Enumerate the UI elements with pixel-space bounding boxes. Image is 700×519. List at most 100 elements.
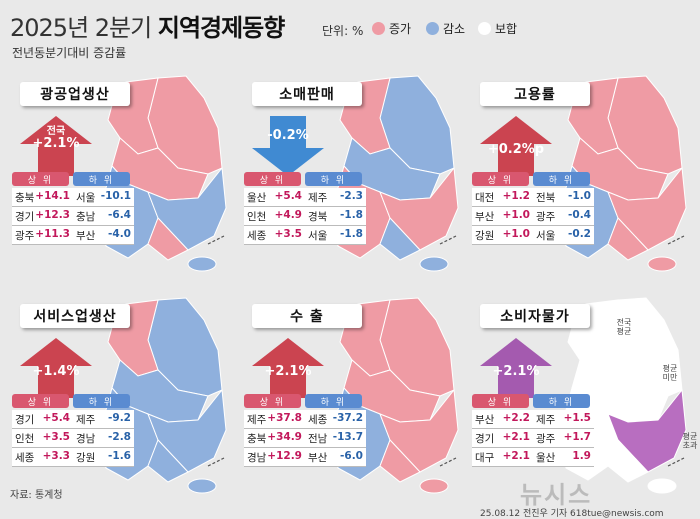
top-region: 세종 xyxy=(15,451,35,464)
bottom-region: 광주 xyxy=(536,210,556,223)
bottom-header: 하 위 xyxy=(305,394,362,408)
table-row: 충북 +14.1 서울 -10.1 xyxy=(12,188,134,207)
top-cell: 세종 +3.5 xyxy=(244,228,305,243)
table-row: 세종 +3.5 서울 -1.8 xyxy=(244,226,366,245)
down-arrow-icon xyxy=(252,116,324,176)
top-region: 광주 xyxy=(15,229,35,242)
top-value: +2.1 xyxy=(502,449,530,462)
top-value: +2.2 xyxy=(502,411,530,424)
map-jeju-divider xyxy=(667,235,685,245)
map-region-jeju xyxy=(419,478,449,494)
table-row: 경기 +12.3 충남 -6.4 xyxy=(12,207,134,226)
change-arrow: -0.2% xyxy=(252,116,324,180)
arrow-value: +2.1% xyxy=(492,364,540,379)
top-region: 제주 xyxy=(247,413,267,426)
source-note: 자료: 통계청 xyxy=(10,490,63,501)
top-value: +34.9 xyxy=(267,430,302,443)
top-cell: 강원 +1.0 xyxy=(472,228,533,243)
map-jeju-divider xyxy=(439,235,457,245)
bottom-region: 부산 xyxy=(76,229,96,242)
bottom-value: -13.7 xyxy=(332,430,363,443)
change-arrow: +2.1% xyxy=(480,338,552,402)
table-row: 울산 +5.4 제주 -2.3 xyxy=(244,188,366,207)
top-region: 대전 xyxy=(475,191,495,204)
bottom-cell: 전북 -1.0 xyxy=(533,190,594,205)
top-region: 강원 xyxy=(475,229,495,242)
map-jeju-divider xyxy=(207,235,225,245)
top-cell: 대구 +2.1 xyxy=(472,450,533,465)
bottom-header: 하 위 xyxy=(73,172,130,186)
bottom-value: -2.8 xyxy=(108,430,131,443)
bottom-cell: 울산 1.9 xyxy=(533,450,594,465)
table-row: 세종 +3.3 강원 -1.6 xyxy=(12,448,134,467)
bottom-region: 울산 xyxy=(536,451,556,464)
arrow-value: +2.1% xyxy=(264,364,312,379)
table-row: 충북 +34.9 전남 -13.7 xyxy=(244,429,366,448)
top-region: 부산 xyxy=(475,413,495,426)
top-region: 경기 xyxy=(15,413,35,426)
map-region-jeju xyxy=(647,478,677,494)
cpi-note: 평균 미만 xyxy=(662,364,678,382)
top-value: +3.5 xyxy=(274,227,302,240)
bottom-cell: 부산 -4.0 xyxy=(73,228,134,243)
map-region-south xyxy=(379,439,421,483)
bottom-value: -1.8 xyxy=(340,227,363,240)
bottom-region: 서울 xyxy=(308,229,328,242)
top-value: +37.8 xyxy=(267,411,302,424)
legend-decrease: 감소 xyxy=(426,20,465,37)
change-arrow: +2.1% xyxy=(252,338,324,402)
map-region-south xyxy=(607,439,649,483)
up-arrow-icon xyxy=(480,116,552,176)
bottom-value: -37.2 xyxy=(332,411,363,424)
table-row: 인천 +3.5 경남 -2.8 xyxy=(12,429,134,448)
panel-mining: 광공업생산 전국 +2.1% 상 위 하 위 충북 +14.1 서울 -10.1 경기… xyxy=(8,68,230,286)
change-arrow: 전국 +2.1% xyxy=(20,116,92,180)
top-region: 충북 xyxy=(247,432,267,445)
arrow-value: +2.1% xyxy=(32,136,80,151)
rank-table: 상 위 하 위 경기 +5.4 제주 -9.2 인천 +3.5 경남 -2.8 세종 +3.… xyxy=(12,394,134,467)
top-header: 상 위 xyxy=(472,394,529,408)
up-arrow-icon xyxy=(20,338,92,398)
table-row: 제주 +37.8 세종 -37.2 xyxy=(244,410,366,429)
table-row: 인천 +4.9 경북 -1.8 xyxy=(244,207,366,226)
bottom-cell: 부산 -6.0 xyxy=(305,450,366,465)
top-region: 울산 xyxy=(247,191,267,204)
panel-exports: 수 출 +2.1% 상 위 하 위 제주 +37.8 세종 -37.2 충북 +34.9… xyxy=(240,290,462,508)
top-region: 충북 xyxy=(15,191,35,204)
bottom-value: +1.5 xyxy=(563,411,591,424)
increase-swatch xyxy=(372,22,385,35)
bottom-value: +1.7 xyxy=(563,430,591,443)
map-jeju-divider xyxy=(207,457,225,467)
table-row: 대전 +1.2 전북 -1.0 xyxy=(472,188,594,207)
top-region: 세종 xyxy=(247,229,267,242)
cpi-note: 전국 평균 xyxy=(616,318,632,336)
map-jeju-divider xyxy=(439,457,457,467)
top-cell: 경기 +2.1 xyxy=(472,431,533,446)
top-value: +1.0 xyxy=(502,208,530,221)
map-jeju-divider xyxy=(667,457,685,467)
bottom-value: -4.0 xyxy=(108,227,131,240)
top-cell: 부산 +1.0 xyxy=(472,209,533,224)
map-region-jeju xyxy=(419,256,449,272)
table-row: 부산 +2.2 제주 +1.5 xyxy=(472,410,594,429)
bottom-value: -6.4 xyxy=(108,208,131,221)
top-value: +2.1 xyxy=(502,430,530,443)
bottom-region: 제주 xyxy=(308,191,328,204)
top-value: +12.3 xyxy=(35,208,70,221)
top-region: 경기 xyxy=(15,210,35,223)
top-cell: 경남 +12.9 xyxy=(244,450,305,465)
panel-cpi: 소비자물가 +2.1% 상 위 하 위 부산 +2.2 제주 +1.5 경기 +2.1 … xyxy=(468,290,690,508)
bottom-cell: 전남 -13.7 xyxy=(305,431,366,446)
neutral-swatch xyxy=(478,22,491,35)
bottom-cell: 서울 -1.8 xyxy=(305,228,366,243)
bottom-value: -1.0 xyxy=(568,189,591,202)
bottom-cell: 제주 -2.3 xyxy=(305,190,366,205)
top-header: 상 위 xyxy=(244,394,301,408)
top-value: +3.3 xyxy=(42,449,70,462)
bottom-cell: 경남 -2.8 xyxy=(73,431,134,446)
rank-table: 상 위 하 위 대전 +1.2 전북 -1.0 부산 +1.0 광주 -0.4 강원 +1.… xyxy=(472,172,594,245)
table-row: 대구 +2.1 울산 1.9 xyxy=(472,448,594,467)
table-row: 경남 +12.9 부산 -6.0 xyxy=(244,448,366,467)
bottom-cell: 경북 -1.8 xyxy=(305,209,366,224)
logo: 뉴시스 xyxy=(520,481,593,509)
